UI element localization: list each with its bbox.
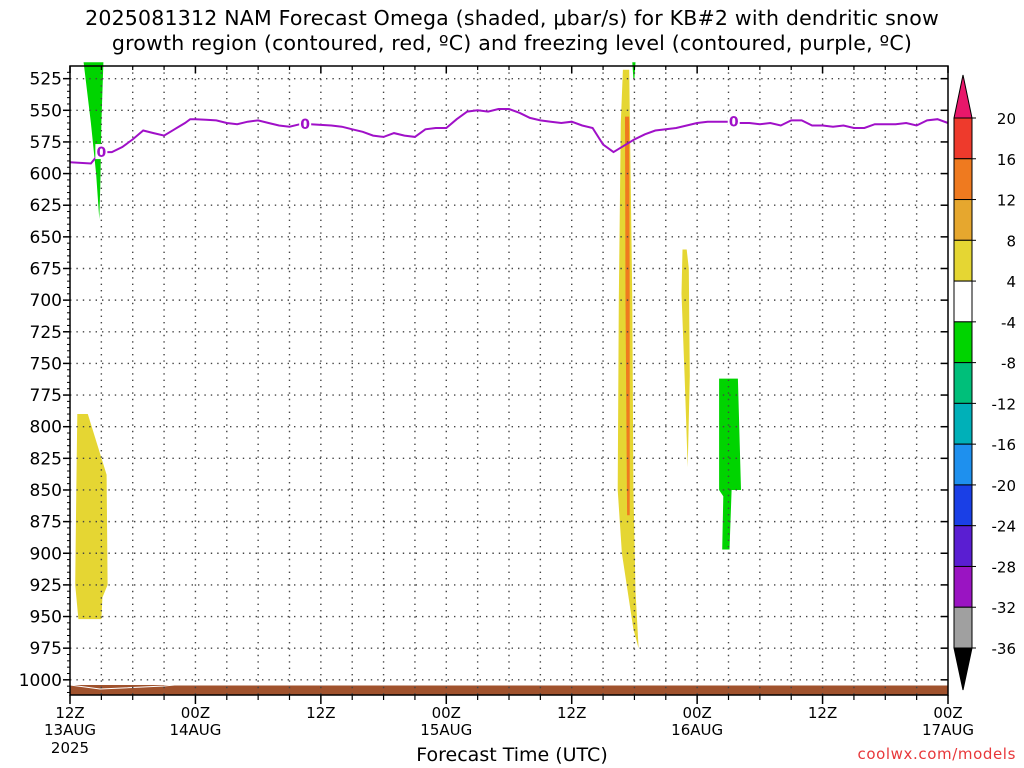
colorbar-label: -16	[992, 436, 1017, 454]
credit-text: coolwx.com/models	[857, 745, 1016, 763]
colorbar-label: -36	[992, 640, 1017, 658]
omega-region-3	[75, 414, 108, 620]
colorbar-label: -20	[992, 477, 1017, 495]
colorbar-segment-2	[953, 158, 973, 201]
y-tick-label: 550	[30, 101, 62, 121]
x-tick-label: 00Z	[181, 704, 210, 722]
x-tick-label: 12Z	[306, 704, 335, 722]
contour-label-3: 0	[729, 115, 739, 131]
colorbar-bottom-arrow	[953, 647, 973, 691]
omega-region-2	[632, 62, 636, 79]
omega-region-7	[719, 378, 741, 550]
x-tick-label: 12Z	[808, 704, 837, 722]
colorbar-label: 12	[997, 192, 1016, 210]
y-tick-label: 650	[30, 228, 62, 248]
colorbar-label: 16	[997, 151, 1016, 169]
freezing-level-line: 0 0 0	[69, 108, 949, 165]
y-tick-label: 900	[30, 544, 62, 564]
y-tick-label: 525	[30, 70, 62, 90]
x-tick-sublabel: 17AUG	[922, 721, 974, 739]
y-tick-label: 850	[30, 481, 62, 501]
y-tick-label: 750	[30, 354, 62, 374]
surface-band	[69, 684, 948, 695]
colorbar-segment-6	[953, 321, 973, 364]
colorbar-label: -12	[992, 395, 1017, 413]
contour-label-2: 0	[300, 117, 310, 133]
colorbar-top-arrow	[953, 74, 973, 119]
x-tick-year: 2025	[51, 739, 89, 757]
freezing-level-path	[69, 108, 949, 165]
colorbar-segment-7	[953, 362, 973, 404]
y-tick-label: 625	[30, 196, 62, 216]
colorbar-segment-8	[953, 402, 973, 445]
axes: 525 550 575 600 625 650 675 700 725 750 775 800 825 8…	[19, 65, 974, 757]
x-tick-label: 00Z	[933, 704, 962, 722]
surface-edge	[69, 684, 948, 690]
x-tick-label: 00Z	[682, 704, 711, 722]
contour-label-bg-1	[95, 144, 108, 160]
colorbar-segment-5	[953, 280, 973, 323]
colorbar-label: -24	[992, 518, 1017, 536]
chart-title: 2025081312 NAM Forecast Omega (shaded, μ…	[0, 6, 1024, 56]
contour-label-bg-2	[299, 116, 312, 132]
y-tick-label: 950	[30, 608, 62, 628]
y-tick-label: 600	[30, 165, 62, 185]
omega-region-1	[83, 62, 104, 220]
colorbar-segment-11	[953, 525, 973, 567]
colorbar-segment-9	[953, 443, 973, 486]
y-tick-label: 775	[30, 386, 62, 406]
y-tick-label: 800	[30, 418, 62, 438]
colorbar-segment-3	[953, 199, 973, 241]
x-tick-sublabel: 13AUG	[44, 721, 96, 739]
y-tick-label: 975	[30, 639, 62, 659]
colorbar-label: -28	[992, 558, 1017, 576]
y-tick-label: 725	[30, 323, 62, 343]
y-tick-label: 675	[30, 259, 62, 279]
colorbar-label: 8	[1006, 232, 1016, 250]
y-tick-label: 875	[30, 513, 62, 533]
contour-label-1: 0	[96, 145, 106, 161]
y-tick-label: 575	[30, 133, 62, 153]
colorbar: 20 16 12 8 4 -4 -8 -12 -16 -20 -24 -28 -32 -36	[953, 74, 1017, 691]
colorbar-label: -4	[1001, 314, 1016, 332]
y-tick-label: 700	[30, 291, 62, 311]
title-line-2: growth region (contoured, red, ºC) and f…	[111, 31, 913, 55]
colorbar-segment-4	[953, 239, 973, 282]
colorbar-label: -8	[1001, 355, 1016, 373]
colorbar-segment-13	[953, 606, 973, 649]
x-tick-sublabel: 16AUG	[671, 721, 723, 739]
colorbar-label: -32	[992, 599, 1017, 617]
y-tick-label: 1000	[19, 671, 62, 691]
colorbar-segment-10	[953, 484, 973, 527]
title-line-1: 2025081312 NAM Forecast Omega (shaded, μ…	[85, 6, 939, 30]
colorbar-segment-1	[953, 117, 973, 160]
x-tick-label: 00Z	[432, 704, 461, 722]
colorbar-segment-12	[953, 565, 973, 608]
colorbar-label: 4	[1006, 273, 1016, 291]
colorbar-label: 20	[997, 110, 1016, 128]
x-tick-label: 12Z	[55, 704, 84, 722]
y-tick-label: 825	[30, 449, 62, 469]
y-tick-label: 925	[30, 576, 62, 596]
grid-lines	[70, 66, 948, 695]
x-tick-label: 12Z	[557, 704, 586, 722]
x-axis-label: Forecast Time (UTC)	[416, 744, 608, 766]
x-tick-sublabel: 14AUG	[169, 721, 221, 739]
omega-region-5	[625, 116, 630, 516]
contour-label-bg-3	[727, 113, 740, 129]
omega-region-6	[681, 249, 690, 468]
surface-terrain	[70, 685, 948, 695]
omega-shading	[75, 62, 741, 649]
x-tick-sublabel: 15AUG	[420, 721, 472, 739]
